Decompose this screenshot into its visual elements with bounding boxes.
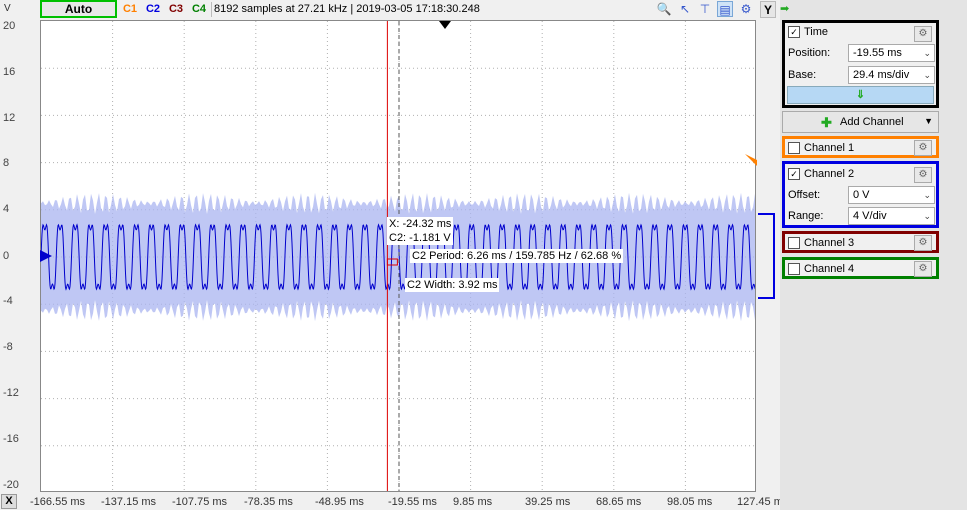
c2-period-measurement: C2 Period: 6.26 ms / 159.785 Hz / 62.68 … [410, 249, 624, 263]
period-marker [386, 258, 398, 266]
trigger-auto-button[interactable]: Auto [40, 0, 117, 18]
c2-width-measurement: C2 Width: 3.92 ms [405, 278, 500, 292]
base-value: 29.4 ms/div [853, 69, 910, 81]
settings-icon[interactable]: ⚙ [740, 2, 752, 16]
x-tick-label: -107.75 ms [172, 496, 228, 508]
channel-1-label: Channel 1 [804, 142, 855, 154]
x-tick-label: -78.35 ms [244, 496, 293, 508]
chevron-down-icon: ⌄ [923, 211, 931, 221]
channel-1-toggle[interactable]: C1 [122, 3, 138, 15]
channel-3-box: Channel 3 ⚙ [782, 231, 939, 253]
channel-2-settings-button[interactable]: ⚙ [914, 167, 932, 183]
zoom-icon[interactable]: 🔍 [656, 2, 672, 16]
channel-2-range-bracket [758, 213, 775, 299]
channel-2-label: Channel 2 [804, 168, 855, 180]
time-label: Time [804, 26, 829, 38]
add-channel-button[interactable]: ✚ Add Channel ▼ [782, 111, 939, 133]
x-tick-label: 127.45 ms [737, 496, 789, 508]
x-axis-button[interactable]: X [1, 494, 17, 509]
channel-4-checkbox[interactable]: Channel 4 [788, 263, 855, 276]
plus-icon: ✚ [821, 115, 832, 130]
checkbox-icon[interactable] [788, 263, 800, 276]
cursor-x-readout: X: -24.32 ms [387, 217, 454, 231]
channel-2-box: ✓ Channel 2 ⚙ Offset: 0 V ⌄ Range: 4 V/div… [782, 161, 939, 228]
y-tick-label: 0 [3, 250, 10, 262]
x-tick-label: 68.65 ms [596, 496, 642, 508]
range-select[interactable]: 4 V/div ⌄ [848, 207, 935, 225]
x-tick-label: -166.55 ms [30, 496, 86, 508]
x-tick-label: -137.15 ms [101, 496, 157, 508]
scope-plot-area[interactable] [40, 20, 756, 492]
top-toolbar: V Auto C1 C2 C3 C4 8192 samples at 27.21… [0, 0, 780, 20]
base-label: Base: [788, 69, 817, 81]
channel-4-toggle[interactable]: C4 [191, 3, 207, 15]
checkbox-icon[interactable]: ✓ [788, 26, 800, 39]
channel-1-checkbox[interactable]: Channel 1 [788, 142, 855, 155]
apply-down-arrow-icon[interactable]: ⇓ [787, 86, 934, 104]
offset-select[interactable]: 0 V ⌄ [848, 186, 935, 204]
y-tick-label: 12 [3, 112, 16, 124]
waveform-canvas[interactable] [41, 21, 756, 492]
x-tick-label: -48.95 ms [315, 496, 364, 508]
measure-icon[interactable]: ▤ [717, 1, 733, 17]
base-select[interactable]: 29.4 ms/div ⌄ [848, 66, 935, 84]
y-tick-label: -20 [3, 479, 19, 491]
channel-1-box: Channel 1 ⚙ [782, 136, 939, 158]
channel-4-settings-button[interactable]: ⚙ [914, 261, 932, 277]
y-tick-label: 16 [3, 66, 16, 78]
x-tick-label: 98.05 ms [667, 496, 713, 508]
offset-value: 0 V [853, 189, 870, 201]
range-value: 4 V/div [853, 210, 887, 222]
channel-2-toggle[interactable]: C2 [145, 3, 161, 15]
add-channel-label: Add Channel [840, 116, 904, 128]
channel-4-box: Channel 4 ⚙ [782, 257, 939, 279]
time-settings-button[interactable]: ⚙ [914, 26, 932, 42]
toolbar-divider [211, 2, 212, 17]
acquisition-status: 8192 samples at 27.21 kHz | 2019-03-05 1… [214, 3, 480, 15]
y-unit-label: V [4, 3, 11, 14]
horizontal-cursor-icon[interactable]: ⊤ [699, 2, 711, 16]
channel-3-settings-button[interactable]: ⚙ [914, 235, 932, 251]
channel-2-checkbox[interactable]: ✓ Channel 2 [788, 168, 855, 181]
channel-3-toggle[interactable]: C3 [168, 3, 184, 15]
chevron-down-icon: ⌄ [923, 48, 931, 58]
dropdown-arrow-icon: ▼ [924, 116, 933, 126]
x-tick-label: 9.85 ms [453, 496, 493, 508]
y-tick-label: 8 [3, 157, 10, 169]
y-tick-label: 4 [3, 203, 10, 215]
channel-1-settings-button[interactable]: ⚙ [914, 140, 932, 156]
chevron-down-icon: ⌄ [923, 70, 931, 80]
cursor-arrow-icon[interactable]: ↖ [679, 2, 691, 16]
y-tick-label: -12 [3, 387, 19, 399]
position-select[interactable]: -19.55 ms ⌄ [848, 44, 935, 62]
time-settings-box: ✓ Time ⚙ Position: -19.55 ms ⌄ Base: 29.4 … [782, 20, 939, 108]
channel-3-checkbox[interactable]: Channel 3 [788, 237, 855, 250]
range-label: Range: [788, 210, 824, 222]
y-tick-label: -8 [3, 341, 13, 353]
position-label: Position: [788, 47, 831, 59]
channel-4-label: Channel 4 [804, 263, 855, 275]
checkbox-icon[interactable]: ✓ [788, 168, 800, 181]
y-tick-label: -4 [3, 295, 13, 307]
cursor-c2-readout: C2: -1.181 V [387, 231, 453, 245]
position-value: -19.55 ms [853, 47, 902, 59]
x-tick-label: -19.55 ms [388, 496, 437, 508]
offset-label: Offset: [788, 189, 821, 201]
channel-3-label: Channel 3 [804, 237, 855, 249]
checkbox-icon[interactable] [788, 142, 800, 155]
checkbox-icon[interactable] [788, 237, 800, 250]
arrow-right-icon[interactable]: ➡ [780, 3, 790, 15]
y-tick-label: 20 [3, 20, 16, 32]
chevron-down-icon: ⌄ [923, 190, 931, 200]
x-tick-label: 39.25 ms [525, 496, 571, 508]
y-axis-button[interactable]: Y [760, 1, 776, 18]
y-tick-label: -16 [3, 433, 19, 445]
c2-waveform [41, 223, 755, 291]
time-enable-checkbox[interactable]: ✓ Time [788, 26, 829, 39]
